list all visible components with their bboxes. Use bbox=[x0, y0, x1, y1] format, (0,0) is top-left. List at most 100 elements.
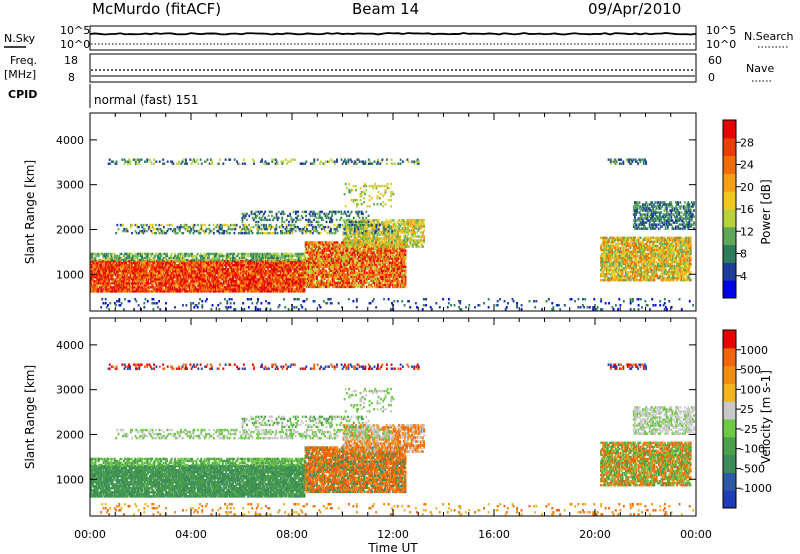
power-cell bbox=[314, 271, 317, 274]
power-cell bbox=[311, 267, 314, 270]
power-cell bbox=[393, 267, 396, 270]
power-cell bbox=[111, 288, 114, 291]
power-cell bbox=[365, 255, 368, 258]
power-cell bbox=[179, 263, 182, 267]
power-cell bbox=[268, 261, 271, 265]
power-cell bbox=[338, 283, 341, 287]
power-cell bbox=[226, 263, 229, 267]
power-cell bbox=[266, 256, 268, 260]
power-cell bbox=[183, 252, 186, 256]
power-cell bbox=[128, 256, 131, 260]
power-cell bbox=[120, 284, 123, 287]
power-cell bbox=[346, 261, 349, 264]
power-cell bbox=[319, 283, 322, 287]
power-cell bbox=[201, 276, 204, 279]
power-cell bbox=[389, 279, 392, 283]
power-cell bbox=[357, 233, 360, 236]
power-cell bbox=[197, 276, 200, 279]
power-cell bbox=[279, 288, 282, 291]
power-cell bbox=[322, 269, 325, 272]
power-cell bbox=[294, 261, 297, 265]
power-cell bbox=[315, 283, 318, 287]
power-cell bbox=[383, 261, 385, 264]
power-cell bbox=[335, 245, 338, 248]
power-cell bbox=[264, 261, 267, 265]
power-cell bbox=[351, 275, 354, 279]
power-cell bbox=[328, 275, 331, 279]
power-cell bbox=[331, 277, 334, 281]
power-cell bbox=[117, 272, 120, 275]
power-cell bbox=[199, 263, 201, 267]
power-cell bbox=[246, 263, 249, 267]
power-cell bbox=[97, 265, 100, 269]
power-cell bbox=[157, 274, 159, 277]
power-cell bbox=[237, 261, 240, 265]
power-cell bbox=[373, 273, 376, 277]
power-cell bbox=[172, 272, 175, 275]
power-cell bbox=[114, 254, 117, 258]
power-cell bbox=[171, 263, 174, 267]
power-cell bbox=[246, 261, 249, 265]
power-cell bbox=[246, 280, 249, 283]
power-cell bbox=[151, 261, 154, 265]
power-cell bbox=[205, 286, 208, 289]
power-cell bbox=[363, 259, 366, 262]
power-cell bbox=[116, 261, 118, 265]
power-cell bbox=[94, 261, 97, 265]
power-cell bbox=[187, 290, 190, 293]
power-cell bbox=[92, 290, 95, 293]
power-cell bbox=[296, 267, 299, 271]
power-cell bbox=[336, 281, 339, 285]
power-cell bbox=[183, 259, 186, 263]
power-cell bbox=[205, 261, 208, 265]
power-cell bbox=[150, 252, 153, 256]
power-cell bbox=[144, 274, 147, 277]
power-cell bbox=[401, 257, 404, 260]
power-cell bbox=[125, 284, 128, 287]
power-cell bbox=[392, 251, 394, 254]
power-cell bbox=[152, 284, 155, 287]
power-cell bbox=[252, 282, 255, 285]
power-cell bbox=[260, 284, 263, 287]
power-cell bbox=[258, 286, 261, 289]
power-cell bbox=[152, 286, 155, 289]
power-cell bbox=[208, 258, 211, 262]
power-cell bbox=[394, 265, 397, 268]
power-cell bbox=[370, 247, 373, 250]
power-cell bbox=[239, 270, 242, 273]
power-cell bbox=[338, 251, 341, 254]
power-cell bbox=[385, 247, 388, 250]
power-cell bbox=[379, 253, 382, 256]
power-cell bbox=[153, 276, 156, 279]
power-cell bbox=[182, 274, 184, 277]
power-cell bbox=[171, 276, 174, 279]
power-cell bbox=[103, 286, 106, 289]
power-cell bbox=[251, 286, 254, 289]
power-cell bbox=[234, 276, 237, 279]
power-cell bbox=[219, 290, 222, 293]
power-cell bbox=[238, 284, 241, 287]
power-cell bbox=[319, 273, 322, 277]
power-cell bbox=[141, 259, 143, 263]
power-cell bbox=[371, 285, 374, 289]
power-cell bbox=[276, 278, 279, 281]
power-cell bbox=[299, 265, 301, 269]
power-cell bbox=[92, 267, 95, 271]
power-cell bbox=[119, 278, 122, 281]
power-cell bbox=[134, 263, 137, 267]
power-cell bbox=[367, 273, 369, 277]
power-cell bbox=[192, 290, 195, 293]
power-cell bbox=[251, 263, 254, 267]
power-cell bbox=[365, 259, 368, 262]
power-cell bbox=[130, 290, 133, 293]
power-cell bbox=[334, 247, 337, 250]
power-cell bbox=[348, 261, 351, 264]
power-cell bbox=[401, 259, 404, 262]
power-cell bbox=[390, 265, 393, 268]
power-cell bbox=[217, 284, 220, 287]
power-cell bbox=[268, 252, 271, 256]
power-cell bbox=[311, 265, 314, 268]
power-cell bbox=[121, 274, 124, 277]
power-cell bbox=[360, 237, 363, 240]
power-cell bbox=[359, 257, 362, 260]
